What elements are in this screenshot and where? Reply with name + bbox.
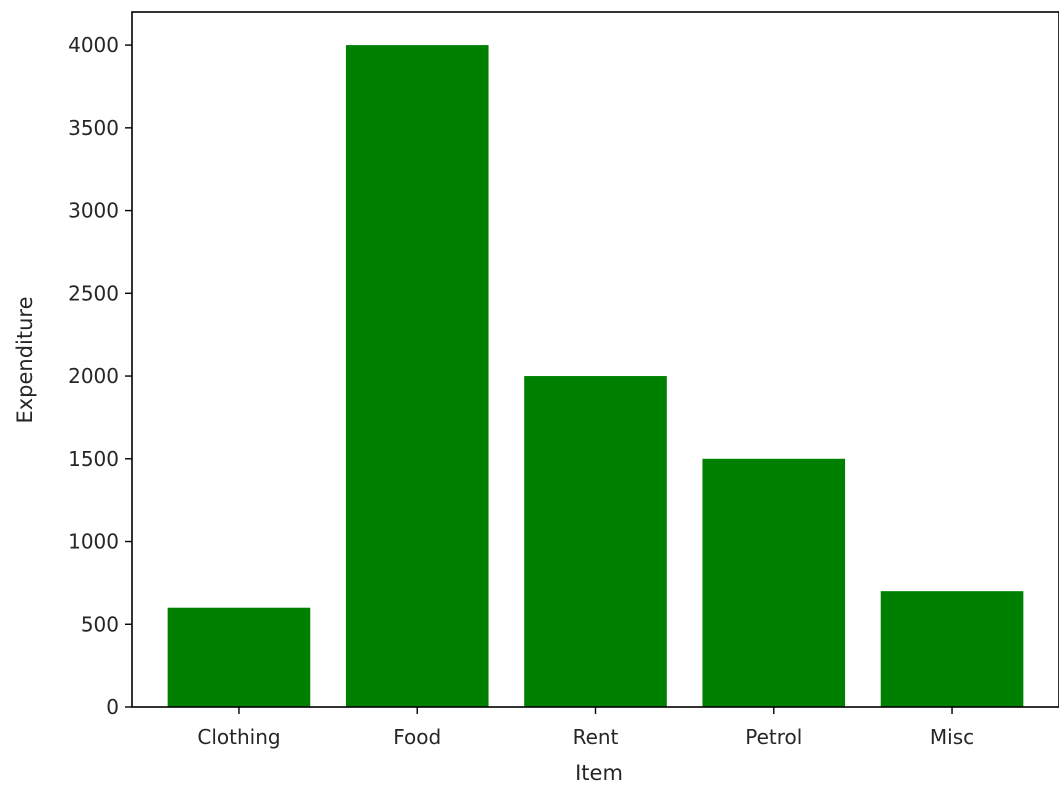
plot-frame [131,11,1059,708]
y-tick-label: 3000 [68,199,119,223]
y-tick-label: 1000 [68,530,119,554]
bars-group [167,45,1024,708]
bar-clothing [167,607,311,707]
y-tick-label: 4000 [68,33,119,57]
y-tick-label: 1500 [68,447,119,471]
y-tick-label: 2500 [68,281,119,305]
bar-misc [880,591,1024,707]
y-tick-label: 3500 [68,116,119,140]
y-tick-label: 0 [106,695,119,719]
y-tick-label: 500 [81,612,119,636]
y-axis-label: Expenditure [13,296,37,423]
bar-petrol [702,458,846,707]
x-tick-label: Misc [930,725,974,749]
bar-food [345,45,489,708]
x-tick-label: Petrol [745,725,802,749]
y-axis-ticks: 0 500 1000 1500 2000 2500 3000 3500 4000 [68,33,132,719]
x-tick-label: Rent [573,725,619,749]
y-tick-label: 2000 [68,364,119,388]
bar-rent [524,376,667,707]
x-tick-label: Food [393,725,441,749]
x-axis-label: Item [575,761,623,785]
x-axis-ticks: Clothing Food Rent Petrol Misc [197,707,974,749]
x-tick-label: Clothing [197,725,280,749]
